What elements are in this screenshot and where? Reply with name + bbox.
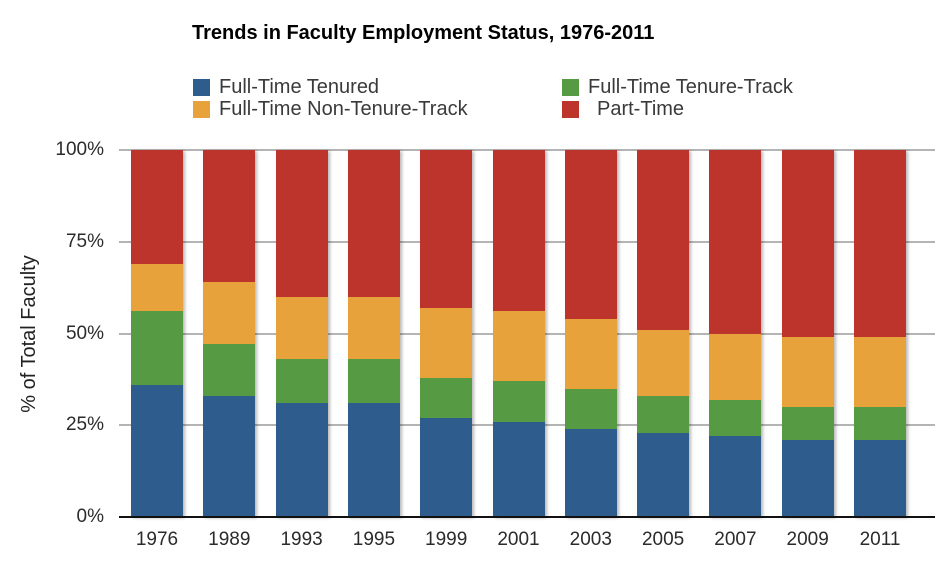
legend-swatch-full-time-tenured bbox=[193, 78, 210, 96]
y-tick-label-75: 75% bbox=[65, 230, 104, 252]
bar-segment-1999-full-time-tenure-track bbox=[420, 377, 473, 418]
legend-swatch-part-time bbox=[562, 100, 579, 118]
legend-label-full-time-non-tenure-track: Full-Time Non-Tenure-Track bbox=[219, 97, 468, 120]
x-tick-label-2007: 2007 bbox=[714, 529, 757, 550]
y-tick-label-100: 100% bbox=[55, 139, 104, 160]
x-tick-label-2009: 2009 bbox=[786, 529, 829, 550]
bar-segment-2007-full-time-tenure-track bbox=[709, 399, 762, 437]
x-tick-label-1976: 1976 bbox=[135, 529, 179, 550]
bar-2001 bbox=[492, 150, 545, 517]
legend-item-full-time-tenure-track: Full-Time Tenure-Track bbox=[562, 75, 793, 98]
bar-segment-1999-full-time-tenured bbox=[420, 417, 473, 517]
bar-segment-1993-full-time-tenured bbox=[275, 403, 328, 517]
bar-segment-1976-part-time bbox=[131, 150, 183, 264]
bar-segment-1999-part-time bbox=[420, 150, 473, 308]
bar-segment-2001-part-time bbox=[492, 150, 545, 312]
x-tick-label-2005: 2005 bbox=[641, 529, 685, 550]
bar-segment-2011-full-time-non-tenure-track bbox=[854, 337, 906, 407]
bar-2005 bbox=[637, 150, 690, 517]
bar-segment-2009-full-time-tenure-track bbox=[781, 406, 834, 440]
bar-segment-1993-part-time bbox=[275, 150, 328, 297]
legend-label-full-time-tenured: Full-Time Tenured bbox=[219, 75, 380, 98]
bar-segment-2003-full-time-non-tenure-track bbox=[564, 318, 617, 389]
bar-segment-2009-part-time bbox=[781, 150, 834, 338]
x-axis-line bbox=[119, 516, 935, 518]
bar-segment-1993-full-time-non-tenure-track bbox=[275, 296, 328, 360]
bar-segment-1993-full-time-tenure-track bbox=[275, 359, 328, 404]
bar-2009 bbox=[781, 150, 834, 517]
x-tick-label-1989: 1989 bbox=[208, 529, 251, 550]
bar-segment-1995-full-time-non-tenure-track bbox=[347, 296, 400, 360]
bar-1993 bbox=[275, 150, 328, 517]
bar-segment-2001-full-time-tenure-track bbox=[492, 381, 545, 422]
bar-segment-2005-full-time-tenured bbox=[637, 432, 690, 517]
bar-segment-1989-part-time bbox=[203, 150, 256, 283]
bar-segment-1976-full-time-tenure-track bbox=[131, 311, 183, 385]
x-tick-label-2003: 2003 bbox=[569, 529, 612, 550]
bar-segment-2003-part-time bbox=[564, 150, 617, 319]
bar-segment-2011-full-time-tenure-track bbox=[854, 406, 906, 440]
x-tick-label-1993: 1993 bbox=[280, 529, 323, 550]
bar-2003 bbox=[564, 150, 617, 517]
x-tick-label-2011: 2011 bbox=[859, 529, 901, 550]
bar-2007 bbox=[709, 150, 762, 517]
bar-segment-2007-full-time-non-tenure-track bbox=[709, 333, 762, 400]
bar-segment-2003-full-time-tenure-track bbox=[564, 388, 617, 429]
bar-segment-1989-full-time-tenured bbox=[203, 395, 256, 517]
x-tick-label-2001: 2001 bbox=[497, 529, 540, 550]
legend-label-full-time-tenure-track: Full-Time Tenure-Track bbox=[588, 75, 793, 98]
bar-segment-2005-full-time-tenure-track bbox=[637, 395, 690, 433]
y-tick-label-25: 25% bbox=[65, 414, 104, 436]
bar-segment-1995-part-time bbox=[347, 150, 400, 297]
bar-segment-1976-full-time-tenured bbox=[131, 384, 183, 517]
legend-swatch-full-time-tenure-track bbox=[562, 78, 579, 96]
bar-2011 bbox=[854, 150, 906, 517]
legend-item-full-time-tenured: Full-Time Tenured bbox=[193, 75, 380, 98]
bar-segment-2007-full-time-tenured bbox=[709, 436, 762, 517]
bar-segment-2011-full-time-tenured bbox=[854, 439, 906, 517]
y-tick-label-50: 50% bbox=[65, 322, 104, 344]
bar-segment-2009-full-time-tenured bbox=[781, 439, 834, 517]
bar-segment-1989-full-time-tenure-track bbox=[203, 344, 256, 396]
bar-segment-1995-full-time-tenured bbox=[347, 403, 400, 517]
bar-segment-1999-full-time-non-tenure-track bbox=[420, 307, 473, 378]
bar-segment-1976-full-time-non-tenure-track bbox=[131, 263, 183, 312]
bar-1989 bbox=[203, 150, 256, 517]
bar-1976 bbox=[131, 150, 183, 517]
bar-segment-2005-full-time-non-tenure-track bbox=[637, 329, 690, 396]
legend-item-part-time: Part-Time bbox=[562, 97, 685, 120]
bar-segment-2007-part-time bbox=[709, 150, 762, 334]
x-tick-label-1995: 1995 bbox=[352, 529, 396, 550]
bar-segment-2001-full-time-tenured bbox=[492, 421, 545, 517]
bar-segment-2001-full-time-non-tenure-track bbox=[492, 311, 545, 382]
legend-label-part-time: Part-Time bbox=[597, 97, 685, 120]
bar-segment-2003-full-time-tenured bbox=[564, 428, 617, 517]
legend-swatch-full-time-non-tenure-track bbox=[193, 100, 210, 118]
bar-segment-2009-full-time-non-tenure-track bbox=[781, 337, 834, 407]
y-tick-label-0: 0% bbox=[76, 506, 104, 527]
bar-segment-2005-part-time bbox=[637, 150, 690, 330]
chart-title: Trends in Faculty Employment Status, 197… bbox=[192, 22, 655, 44]
bar-1995 bbox=[347, 150, 400, 517]
bar-1999 bbox=[420, 150, 473, 517]
bar-segment-2011-part-time bbox=[854, 150, 906, 338]
bar-segment-1989-full-time-non-tenure-track bbox=[203, 282, 256, 345]
bar-segment-1995-full-time-tenure-track bbox=[347, 359, 400, 404]
legend-item-full-time-non-tenure-track: Full-Time Non-Tenure-Track bbox=[193, 97, 468, 120]
x-tick-label-1999: 1999 bbox=[425, 529, 468, 550]
